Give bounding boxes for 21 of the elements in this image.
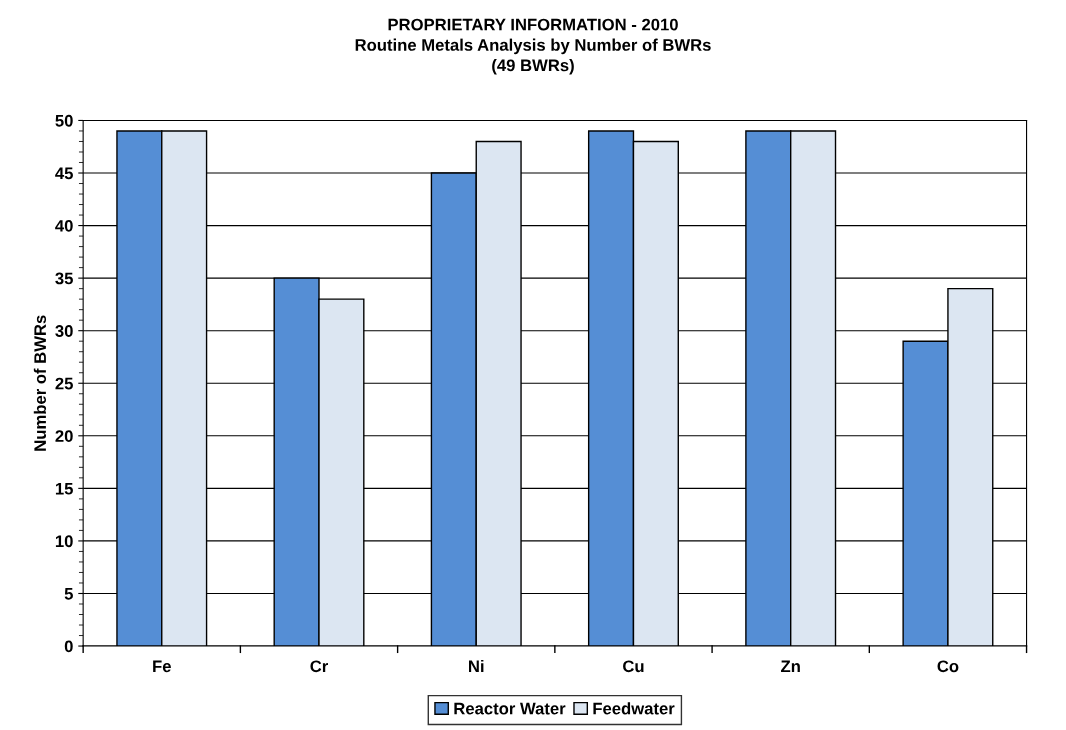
legend-label: Reactor Water	[454, 702, 566, 715]
y-axis-title: Number of BWRs	[33, 315, 47, 451]
y-tick-label: 15	[55, 482, 73, 495]
y-tick-label: 35	[55, 272, 73, 285]
y-tick-label: 50	[55, 114, 73, 127]
x-tick-label: Ni	[469, 659, 484, 673]
chart-title: PROPRIETARY INFORMATION - 2010 Routine Metals Analysis by Number of BWRs (49 BWRs)	[355, 18, 711, 75]
y-tick-label: 40	[55, 219, 73, 232]
x-tick-label: Fe	[153, 660, 171, 673]
y-tick-label: 5	[64, 588, 73, 600]
y-tick-label: 20	[55, 430, 73, 443]
y-tick-label: 25	[55, 377, 73, 390]
legend-label: Feedwater	[593, 702, 675, 715]
x-tick-label: Co	[937, 660, 959, 673]
x-tick-label: Cu	[623, 660, 644, 673]
y-tick-label: 10	[55, 535, 73, 548]
y-tick-label: 0	[64, 640, 73, 653]
y-tick-label: 45	[55, 167, 73, 180]
y-tick-label: 30	[55, 325, 73, 337]
x-tick-label: Cr	[310, 660, 329, 673]
x-tick-label: Zn	[781, 660, 800, 673]
